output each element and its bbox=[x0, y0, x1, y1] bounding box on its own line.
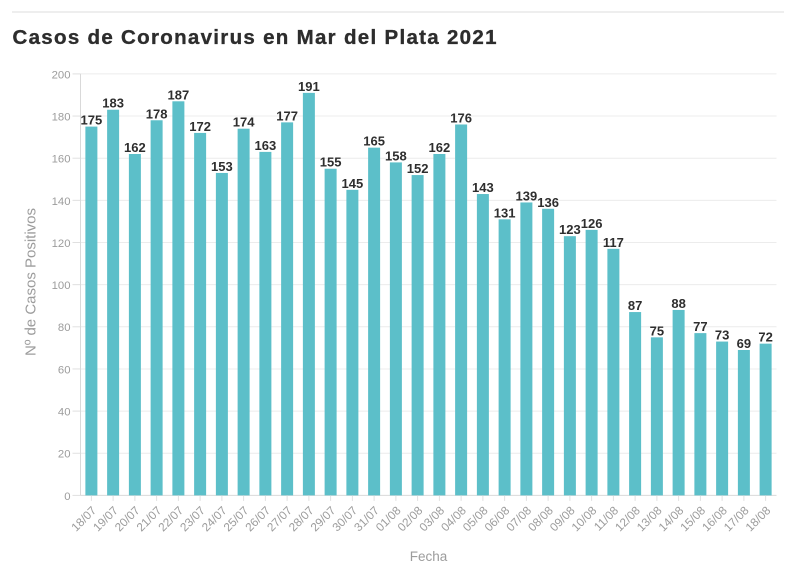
svg-text:72: 72 bbox=[758, 330, 772, 345]
svg-text:Fecha: Fecha bbox=[410, 549, 448, 564]
svg-text:120: 120 bbox=[52, 238, 71, 250]
svg-text:165: 165 bbox=[363, 134, 385, 149]
svg-text:87: 87 bbox=[628, 298, 642, 313]
svg-text:40: 40 bbox=[58, 407, 71, 419]
svg-text:191: 191 bbox=[298, 79, 320, 94]
svg-text:117: 117 bbox=[603, 235, 624, 250]
svg-text:145: 145 bbox=[342, 176, 364, 191]
svg-text:131: 131 bbox=[494, 205, 516, 220]
svg-text:60: 60 bbox=[58, 364, 71, 376]
svg-text:123: 123 bbox=[559, 222, 581, 237]
svg-text:100: 100 bbox=[52, 280, 71, 292]
svg-text:75: 75 bbox=[650, 323, 664, 338]
svg-text:155: 155 bbox=[320, 155, 342, 170]
svg-text:178: 178 bbox=[146, 106, 168, 121]
svg-text:172: 172 bbox=[189, 119, 211, 134]
svg-text:80: 80 bbox=[58, 322, 71, 334]
svg-text:183: 183 bbox=[102, 96, 124, 111]
svg-text:180: 180 bbox=[52, 111, 71, 123]
svg-text:140: 140 bbox=[52, 196, 71, 208]
svg-text:143: 143 bbox=[472, 180, 494, 195]
svg-text:Nº de Casos Positivos: Nº de Casos Positivos bbox=[23, 208, 40, 356]
svg-text:153: 153 bbox=[211, 159, 233, 174]
svg-text:0: 0 bbox=[64, 491, 70, 503]
svg-text:69: 69 bbox=[737, 336, 751, 351]
svg-text:200: 200 bbox=[52, 69, 71, 81]
svg-text:Casos de Coronavirus en Mar de: Casos de Coronavirus en Mar del Plata 20… bbox=[13, 26, 498, 49]
svg-text:139: 139 bbox=[516, 188, 538, 203]
svg-text:162: 162 bbox=[429, 140, 451, 155]
svg-text:174: 174 bbox=[233, 115, 255, 130]
svg-text:160: 160 bbox=[52, 154, 71, 166]
svg-text:88: 88 bbox=[671, 296, 685, 311]
svg-text:126: 126 bbox=[581, 216, 603, 231]
svg-text:136: 136 bbox=[537, 195, 559, 210]
svg-text:163: 163 bbox=[255, 138, 277, 153]
svg-text:175: 175 bbox=[81, 113, 103, 128]
svg-text:152: 152 bbox=[407, 161, 429, 176]
svg-text:187: 187 bbox=[168, 87, 190, 102]
svg-text:176: 176 bbox=[450, 110, 472, 125]
svg-text:20: 20 bbox=[58, 449, 71, 461]
svg-text:162: 162 bbox=[124, 140, 146, 155]
svg-text:177: 177 bbox=[276, 108, 298, 123]
svg-text:73: 73 bbox=[715, 328, 729, 343]
svg-text:158: 158 bbox=[385, 148, 407, 163]
svg-text:77: 77 bbox=[693, 319, 707, 334]
